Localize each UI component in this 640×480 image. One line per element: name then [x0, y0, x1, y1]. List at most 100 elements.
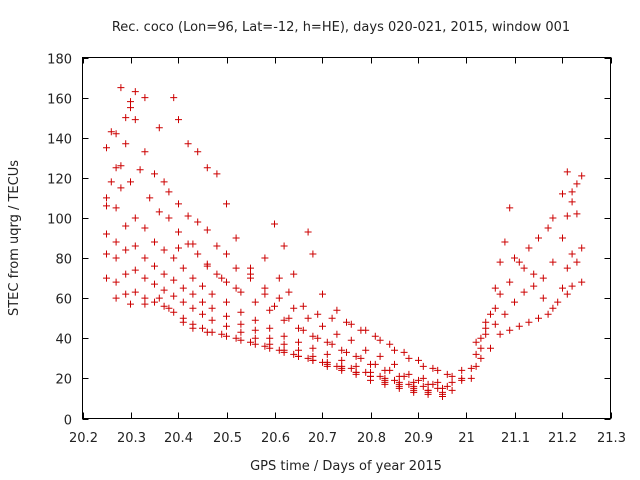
data-point [251, 316, 259, 324]
data-point [285, 314, 293, 322]
data-point [131, 88, 139, 96]
data-point [223, 278, 230, 286]
data-point [189, 240, 197, 248]
data-point [208, 290, 216, 298]
data-point [391, 360, 398, 368]
data-point [549, 258, 557, 266]
data-point [213, 170, 221, 178]
data-point [247, 264, 254, 272]
data-point [319, 322, 326, 330]
data-point [487, 310, 494, 318]
data-point [559, 190, 566, 198]
data-point [213, 270, 221, 278]
data-point [131, 266, 139, 274]
data-point [424, 386, 432, 394]
data-point [309, 344, 317, 352]
data-point [290, 304, 298, 312]
data-point [458, 374, 466, 382]
data-point [295, 338, 302, 346]
data-point [179, 318, 187, 326]
data-point [506, 278, 514, 286]
data-point [160, 246, 168, 254]
data-point [280, 242, 288, 250]
data-point [559, 234, 566, 242]
data-point [131, 288, 139, 296]
data-point [223, 322, 230, 330]
data-point [141, 254, 149, 262]
data-point [127, 178, 134, 186]
data-point [251, 326, 259, 334]
data-point [117, 162, 125, 170]
data-point [103, 250, 110, 258]
data-point [568, 198, 576, 206]
data-point [482, 324, 490, 332]
data-point [295, 324, 302, 332]
data-point [343, 348, 350, 356]
data-point [419, 382, 427, 390]
data-point [189, 324, 197, 332]
data-point [424, 380, 432, 388]
data-point [155, 294, 163, 302]
data-point [151, 298, 158, 306]
data-point [535, 314, 542, 322]
data-point [319, 290, 326, 298]
series-sat-track-3 [103, 166, 446, 392]
x-tick-label: 20.7 [308, 431, 337, 446]
data-point [290, 350, 298, 358]
series-sat-track-12 [467, 168, 586, 372]
data-point [203, 164, 211, 172]
data-point [127, 104, 134, 112]
data-point [261, 284, 269, 292]
data-point [376, 352, 384, 360]
data-point [146, 194, 154, 202]
data-point [477, 354, 485, 362]
y-tick-label: 0 [64, 414, 72, 429]
data-point [127, 98, 134, 106]
data-point [482, 318, 490, 326]
data-point [218, 274, 226, 282]
data-point [439, 392, 446, 400]
data-point [573, 258, 581, 266]
data-point [362, 368, 370, 376]
data-point [271, 220, 278, 228]
data-point [218, 330, 226, 338]
data-point [472, 350, 480, 358]
data-point [175, 200, 182, 208]
data-point [386, 340, 394, 348]
data-point [160, 286, 168, 294]
data-point [578, 278, 586, 286]
data-point [179, 264, 187, 272]
y-tick-label: 40 [55, 333, 72, 348]
data-point [338, 364, 346, 372]
data-point [405, 380, 413, 388]
data-point [266, 324, 274, 332]
data-point [208, 316, 216, 324]
data-point [568, 282, 576, 290]
data-point [323, 360, 331, 368]
series-sat-track-1 [103, 84, 466, 390]
data-point [117, 184, 125, 192]
data-point [271, 302, 278, 310]
data-point [563, 212, 571, 220]
series-sat-track-14 [477, 278, 586, 362]
data-point [295, 346, 302, 354]
data-point [573, 180, 581, 188]
x-tick-label: 20.8 [357, 431, 386, 446]
data-point [103, 194, 110, 202]
data-point [237, 308, 245, 316]
x-tick-label: 20.4 [164, 431, 193, 446]
y-tick-label: 20 [55, 373, 72, 388]
data-point [448, 372, 456, 380]
data-point [515, 258, 523, 266]
data-point [247, 338, 254, 346]
data-point [568, 188, 576, 196]
data-point [410, 384, 418, 392]
data-point [179, 298, 187, 306]
data-point [544, 224, 552, 232]
data-point [530, 270, 538, 278]
y-tick-label: 60 [55, 293, 72, 308]
data-point [155, 124, 163, 132]
data-point [199, 298, 206, 306]
data-point [131, 116, 139, 124]
data-point [515, 322, 523, 330]
